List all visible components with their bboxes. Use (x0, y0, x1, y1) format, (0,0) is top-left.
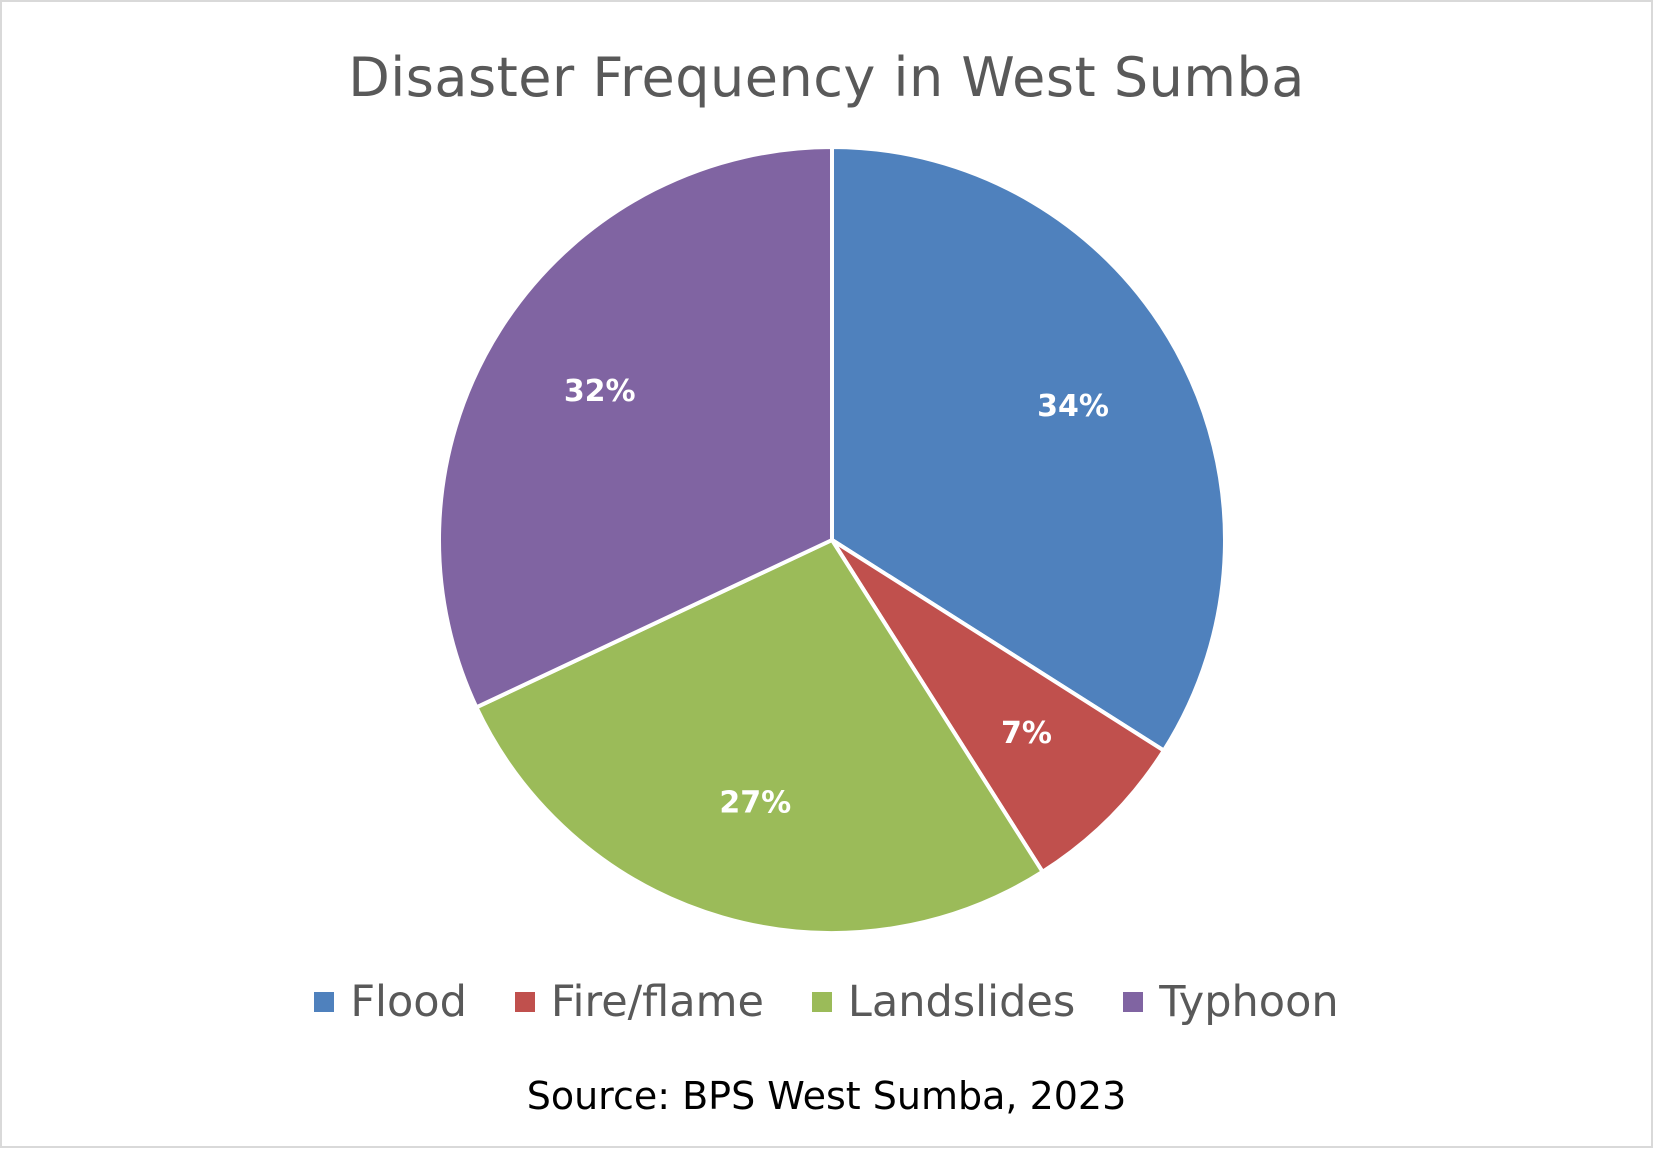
legend-item-fire-flame: Fire/flame (514, 977, 764, 1027)
slice-landslides (474, 538, 1045, 935)
legend-item-typhoon: Typhoon (1123, 977, 1339, 1027)
legend: Flood Fire/flame Landslides Typhoon (2, 977, 1651, 1027)
slice-flood (830, 145, 1227, 753)
data-label-flood: 34% (1037, 389, 1109, 424)
source-note: Source: BPS West Sumba, 2023 (526, 1074, 1127, 1118)
slice-typhoon (437, 145, 834, 710)
legend-item-landslides: Landslides (811, 977, 1076, 1027)
chart-title: Disaster Frequency in West Sumba (348, 46, 1305, 109)
legend-label-landslides: Landslides (847, 977, 1076, 1027)
legend-label-typhoon: Typhoon (1159, 977, 1339, 1027)
legend-swatch-typhoon (1123, 992, 1144, 1012)
data-label-fire-flame: 7% (1001, 716, 1052, 751)
legend-swatch-landslides (811, 992, 832, 1012)
legend-swatch-flood (314, 992, 335, 1012)
slice-fire-flame (830, 538, 1166, 874)
data-label-typhoon: 32% (564, 374, 636, 409)
data-label-landslides: 27% (719, 786, 791, 821)
legend-swatch-fire-flame (514, 992, 535, 1012)
legend-label-flood: Flood (350, 977, 467, 1027)
legend-label-fire-flame: Fire/flame (550, 977, 764, 1027)
legend-item-flood: Flood (314, 977, 467, 1027)
